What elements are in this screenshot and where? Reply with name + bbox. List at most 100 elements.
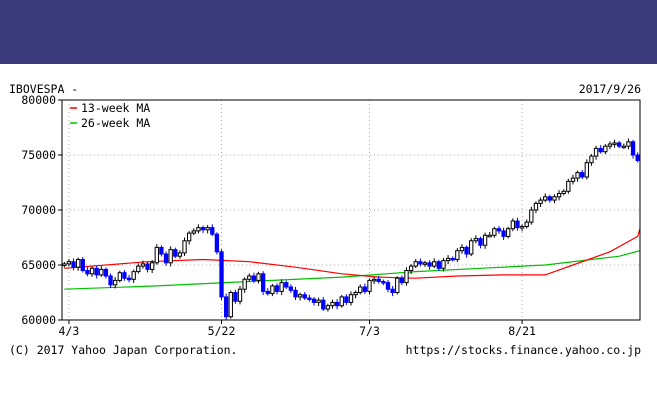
x-axis: 4/3 5/22 7/3 8/21 — [59, 320, 536, 338]
candle — [293, 287, 298, 300]
y-tick-label: 80000 — [21, 93, 56, 107]
candle — [242, 277, 247, 293]
y-tick-label: 65000 — [21, 258, 56, 272]
candle-body — [228, 292, 233, 318]
candle-body — [469, 240, 474, 255]
candle — [214, 232, 220, 255]
candle-body — [630, 141, 636, 156]
candle-body — [478, 238, 483, 246]
candle-body — [99, 268, 104, 276]
candle — [524, 219, 529, 229]
candle — [270, 283, 275, 297]
candle-body — [214, 233, 220, 253]
candle-body — [237, 288, 243, 302]
candle — [487, 232, 492, 238]
candle-body — [325, 305, 331, 310]
candle — [510, 218, 516, 232]
candle-body — [492, 228, 497, 236]
candle — [126, 274, 132, 283]
candle-body — [506, 228, 511, 237]
candle — [297, 292, 303, 301]
candle-body — [436, 261, 442, 269]
candle-body — [80, 259, 85, 271]
candle-body — [293, 289, 298, 298]
candle — [519, 224, 525, 232]
candle — [321, 296, 326, 311]
candle-body — [85, 270, 90, 275]
copyright-text: (C) 2017 Yahoo Japan Corporation. — [9, 343, 238, 357]
candle — [445, 255, 451, 265]
candle-body — [501, 230, 506, 237]
candle — [136, 263, 141, 274]
candle — [191, 228, 196, 236]
candle — [265, 288, 270, 296]
candle-body — [381, 281, 386, 284]
candle — [196, 224, 201, 234]
candle — [302, 292, 307, 300]
candle-body — [455, 250, 460, 260]
candle — [589, 154, 594, 166]
candle-body — [533, 202, 539, 211]
candle — [464, 245, 469, 258]
ma13-line — [64, 228, 641, 279]
candle-body — [593, 147, 599, 157]
y-tick-label: 70000 — [21, 203, 56, 217]
candle-body — [210, 227, 215, 235]
candle-body — [76, 259, 81, 268]
candle — [108, 273, 113, 288]
candle — [436, 259, 442, 271]
candle-body — [168, 249, 173, 264]
y-tick-label: 75000 — [21, 148, 56, 162]
candle — [358, 284, 363, 295]
candle — [432, 258, 437, 269]
candle — [80, 256, 85, 273]
y-axis: 60000 65000 70000 75000 80000 — [21, 93, 62, 327]
candle-body — [256, 273, 261, 281]
candle — [228, 290, 233, 319]
candle — [247, 273, 252, 282]
candle — [334, 299, 340, 310]
candle-body — [242, 278, 247, 290]
candle-body — [524, 221, 529, 228]
candle-body — [422, 262, 428, 265]
candle-body — [358, 286, 363, 293]
candle — [150, 260, 155, 274]
candle — [617, 140, 622, 149]
candle-body — [432, 261, 437, 267]
candle — [584, 159, 589, 180]
candle — [362, 283, 368, 294]
candle — [385, 279, 391, 293]
candle — [89, 266, 95, 277]
candle-body — [404, 270, 409, 284]
candle-body — [274, 285, 280, 292]
candle — [85, 267, 90, 277]
candle — [630, 139, 636, 159]
x-tick-label: 4/3 — [59, 324, 80, 338]
candle-body — [307, 297, 312, 300]
x-tick-label: 7/3 — [359, 324, 380, 338]
candle-body — [117, 272, 122, 281]
candle — [200, 225, 206, 233]
candle — [316, 297, 321, 307]
candle — [469, 238, 474, 256]
candle — [607, 141, 613, 150]
candle-body — [62, 263, 67, 267]
candle — [62, 261, 67, 268]
candle-body — [450, 257, 455, 261]
candle — [187, 231, 192, 245]
candle-body — [473, 238, 479, 242]
candle-body — [621, 145, 626, 149]
candle — [219, 249, 224, 300]
candle-body — [131, 271, 136, 280]
candle-body — [362, 286, 368, 292]
candle-body — [196, 227, 201, 232]
candle-body — [464, 246, 469, 255]
candle — [117, 270, 122, 283]
candle-body — [603, 145, 608, 153]
candle-body — [344, 296, 349, 303]
candle-body — [205, 227, 210, 231]
candle — [76, 257, 81, 271]
candle-body — [556, 193, 562, 198]
candle — [103, 267, 109, 279]
candle-body — [108, 275, 113, 286]
